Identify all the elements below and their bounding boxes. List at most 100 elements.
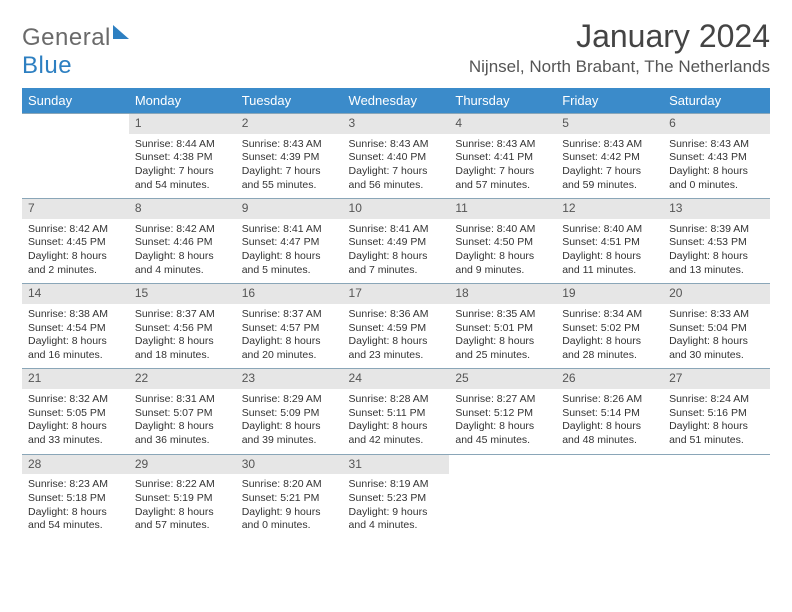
calendar-body: 1Sunrise: 8:44 AMSunset: 4:38 PMDaylight… xyxy=(22,114,770,539)
sunrise-line: Sunrise: 8:26 AM xyxy=(562,393,657,407)
sunset-line: Sunset: 4:38 PM xyxy=(135,151,230,165)
header: General Blue January 2024 Nijnsel, North… xyxy=(22,18,770,80)
daylight-line: Daylight: 8 hours and 18 minutes. xyxy=(135,335,230,362)
day-number: 6 xyxy=(663,114,770,134)
sunrise-line: Sunrise: 8:41 AM xyxy=(349,223,444,237)
sunrise-line: Sunrise: 8:40 AM xyxy=(562,223,657,237)
day-number: 24 xyxy=(343,369,450,389)
sunset-line: Sunset: 4:43 PM xyxy=(669,151,764,165)
daylight-line: Daylight: 8 hours and 42 minutes. xyxy=(349,420,444,447)
sunset-line: Sunset: 5:07 PM xyxy=(135,407,230,421)
day-header: Tuesday xyxy=(236,88,343,114)
cell-body: Sunrise: 8:20 AMSunset: 5:21 PMDaylight:… xyxy=(236,474,343,539)
cell-body: Sunrise: 8:43 AMSunset: 4:40 PMDaylight:… xyxy=(343,134,450,199)
calendar-cell: 27Sunrise: 8:24 AMSunset: 5:16 PMDayligh… xyxy=(663,369,770,454)
cell-body: Sunrise: 8:43 AMSunset: 4:42 PMDaylight:… xyxy=(556,134,663,199)
day-number: 30 xyxy=(236,455,343,475)
sunrise-line: Sunrise: 8:41 AM xyxy=(242,223,337,237)
calendar-cell: 14Sunrise: 8:38 AMSunset: 4:54 PMDayligh… xyxy=(22,284,129,369)
calendar-cell: 31Sunrise: 8:19 AMSunset: 5:23 PMDayligh… xyxy=(343,454,450,539)
cell-body: Sunrise: 8:36 AMSunset: 4:59 PMDaylight:… xyxy=(343,304,450,369)
sunrise-line: Sunrise: 8:31 AM xyxy=(135,393,230,407)
daylight-line: Daylight: 9 hours and 0 minutes. xyxy=(242,506,337,533)
sunset-line: Sunset: 4:47 PM xyxy=(242,236,337,250)
daylight-line: Daylight: 8 hours and 4 minutes. xyxy=(135,250,230,277)
sunrise-line: Sunrise: 8:32 AM xyxy=(28,393,123,407)
sunset-line: Sunset: 4:39 PM xyxy=(242,151,337,165)
calendar-cell: 18Sunrise: 8:35 AMSunset: 5:01 PMDayligh… xyxy=(449,284,556,369)
sunrise-line: Sunrise: 8:34 AM xyxy=(562,308,657,322)
day-header: Thursday xyxy=(449,88,556,114)
day-number: 18 xyxy=(449,284,556,304)
logo: General Blue xyxy=(22,24,129,80)
calendar-cell: 12Sunrise: 8:40 AMSunset: 4:51 PMDayligh… xyxy=(556,199,663,284)
calendar-cell: 7Sunrise: 8:42 AMSunset: 4:45 PMDaylight… xyxy=(22,199,129,284)
calendar-cell: 10Sunrise: 8:41 AMSunset: 4:49 PMDayligh… xyxy=(343,199,450,284)
cell-body: Sunrise: 8:43 AMSunset: 4:41 PMDaylight:… xyxy=(449,134,556,199)
sunrise-line: Sunrise: 8:39 AM xyxy=(669,223,764,237)
sunrise-line: Sunrise: 8:24 AM xyxy=(669,393,764,407)
sunset-line: Sunset: 4:53 PM xyxy=(669,236,764,250)
calendar-cell: 17Sunrise: 8:36 AMSunset: 4:59 PMDayligh… xyxy=(343,284,450,369)
daylight-line: Daylight: 8 hours and 45 minutes. xyxy=(455,420,550,447)
cell-body: Sunrise: 8:22 AMSunset: 5:19 PMDaylight:… xyxy=(129,474,236,539)
sunrise-line: Sunrise: 8:33 AM xyxy=(669,308,764,322)
sunset-line: Sunset: 5:18 PM xyxy=(28,492,123,506)
day-number: 27 xyxy=(663,369,770,389)
calendar-cell: 22Sunrise: 8:31 AMSunset: 5:07 PMDayligh… xyxy=(129,369,236,454)
daylight-line: Daylight: 8 hours and 23 minutes. xyxy=(349,335,444,362)
sunset-line: Sunset: 4:46 PM xyxy=(135,236,230,250)
cell-body: Sunrise: 8:40 AMSunset: 4:50 PMDaylight:… xyxy=(449,219,556,284)
sunset-line: Sunset: 5:16 PM xyxy=(669,407,764,421)
daylight-line: Daylight: 8 hours and 54 minutes. xyxy=(28,506,123,533)
sunrise-line: Sunrise: 8:42 AM xyxy=(28,223,123,237)
day-number: 9 xyxy=(236,199,343,219)
calendar-cell: 13Sunrise: 8:39 AMSunset: 4:53 PMDayligh… xyxy=(663,199,770,284)
day-number: 21 xyxy=(22,369,129,389)
cell-body: Sunrise: 8:44 AMSunset: 4:38 PMDaylight:… xyxy=(129,134,236,199)
day-header: Monday xyxy=(129,88,236,114)
daylight-line: Daylight: 8 hours and 48 minutes. xyxy=(562,420,657,447)
calendar-header-row: SundayMondayTuesdayWednesdayThursdayFrid… xyxy=(22,88,770,114)
cell-body: Sunrise: 8:43 AMSunset: 4:39 PMDaylight:… xyxy=(236,134,343,199)
calendar-cell: 3Sunrise: 8:43 AMSunset: 4:40 PMDaylight… xyxy=(343,114,450,199)
day-number: 8 xyxy=(129,199,236,219)
sunrise-line: Sunrise: 8:38 AM xyxy=(28,308,123,322)
day-header: Friday xyxy=(556,88,663,114)
calendar-cell: 1Sunrise: 8:44 AMSunset: 4:38 PMDaylight… xyxy=(129,114,236,199)
day-number: 29 xyxy=(129,455,236,475)
day-number-empty xyxy=(663,455,770,475)
cell-body: Sunrise: 8:24 AMSunset: 5:16 PMDaylight:… xyxy=(663,389,770,454)
day-number: 23 xyxy=(236,369,343,389)
cell-body: Sunrise: 8:34 AMSunset: 5:02 PMDaylight:… xyxy=(556,304,663,369)
sunset-line: Sunset: 5:11 PM xyxy=(349,407,444,421)
day-number: 20 xyxy=(663,284,770,304)
cell-body: Sunrise: 8:43 AMSunset: 4:43 PMDaylight:… xyxy=(663,134,770,199)
calendar-cell: 20Sunrise: 8:33 AMSunset: 5:04 PMDayligh… xyxy=(663,284,770,369)
daylight-line: Daylight: 8 hours and 0 minutes. xyxy=(669,165,764,192)
calendar-cell: 11Sunrise: 8:40 AMSunset: 4:50 PMDayligh… xyxy=(449,199,556,284)
cell-body: Sunrise: 8:29 AMSunset: 5:09 PMDaylight:… xyxy=(236,389,343,454)
day-number: 7 xyxy=(22,199,129,219)
sunrise-line: Sunrise: 8:29 AM xyxy=(242,393,337,407)
calendar-cell xyxy=(556,454,663,539)
day-number: 4 xyxy=(449,114,556,134)
cell-body: Sunrise: 8:42 AMSunset: 4:46 PMDaylight:… xyxy=(129,219,236,284)
day-number: 31 xyxy=(343,455,450,475)
day-number-empty xyxy=(556,455,663,475)
cell-body: Sunrise: 8:37 AMSunset: 4:57 PMDaylight:… xyxy=(236,304,343,369)
sunset-line: Sunset: 4:49 PM xyxy=(349,236,444,250)
calendar-cell xyxy=(22,114,129,199)
day-number: 2 xyxy=(236,114,343,134)
sunset-line: Sunset: 5:05 PM xyxy=(28,407,123,421)
calendar-cell: 28Sunrise: 8:23 AMSunset: 5:18 PMDayligh… xyxy=(22,454,129,539)
daylight-line: Daylight: 8 hours and 30 minutes. xyxy=(669,335,764,362)
cell-body: Sunrise: 8:26 AMSunset: 5:14 PMDaylight:… xyxy=(556,389,663,454)
sunrise-line: Sunrise: 8:28 AM xyxy=(349,393,444,407)
sunrise-line: Sunrise: 8:23 AM xyxy=(28,478,123,492)
sunset-line: Sunset: 4:56 PM xyxy=(135,322,230,336)
sunrise-line: Sunrise: 8:44 AM xyxy=(135,138,230,152)
calendar-cell: 4Sunrise: 8:43 AMSunset: 4:41 PMDaylight… xyxy=(449,114,556,199)
cell-body: Sunrise: 8:40 AMSunset: 4:51 PMDaylight:… xyxy=(556,219,663,284)
cell-body: Sunrise: 8:31 AMSunset: 5:07 PMDaylight:… xyxy=(129,389,236,454)
